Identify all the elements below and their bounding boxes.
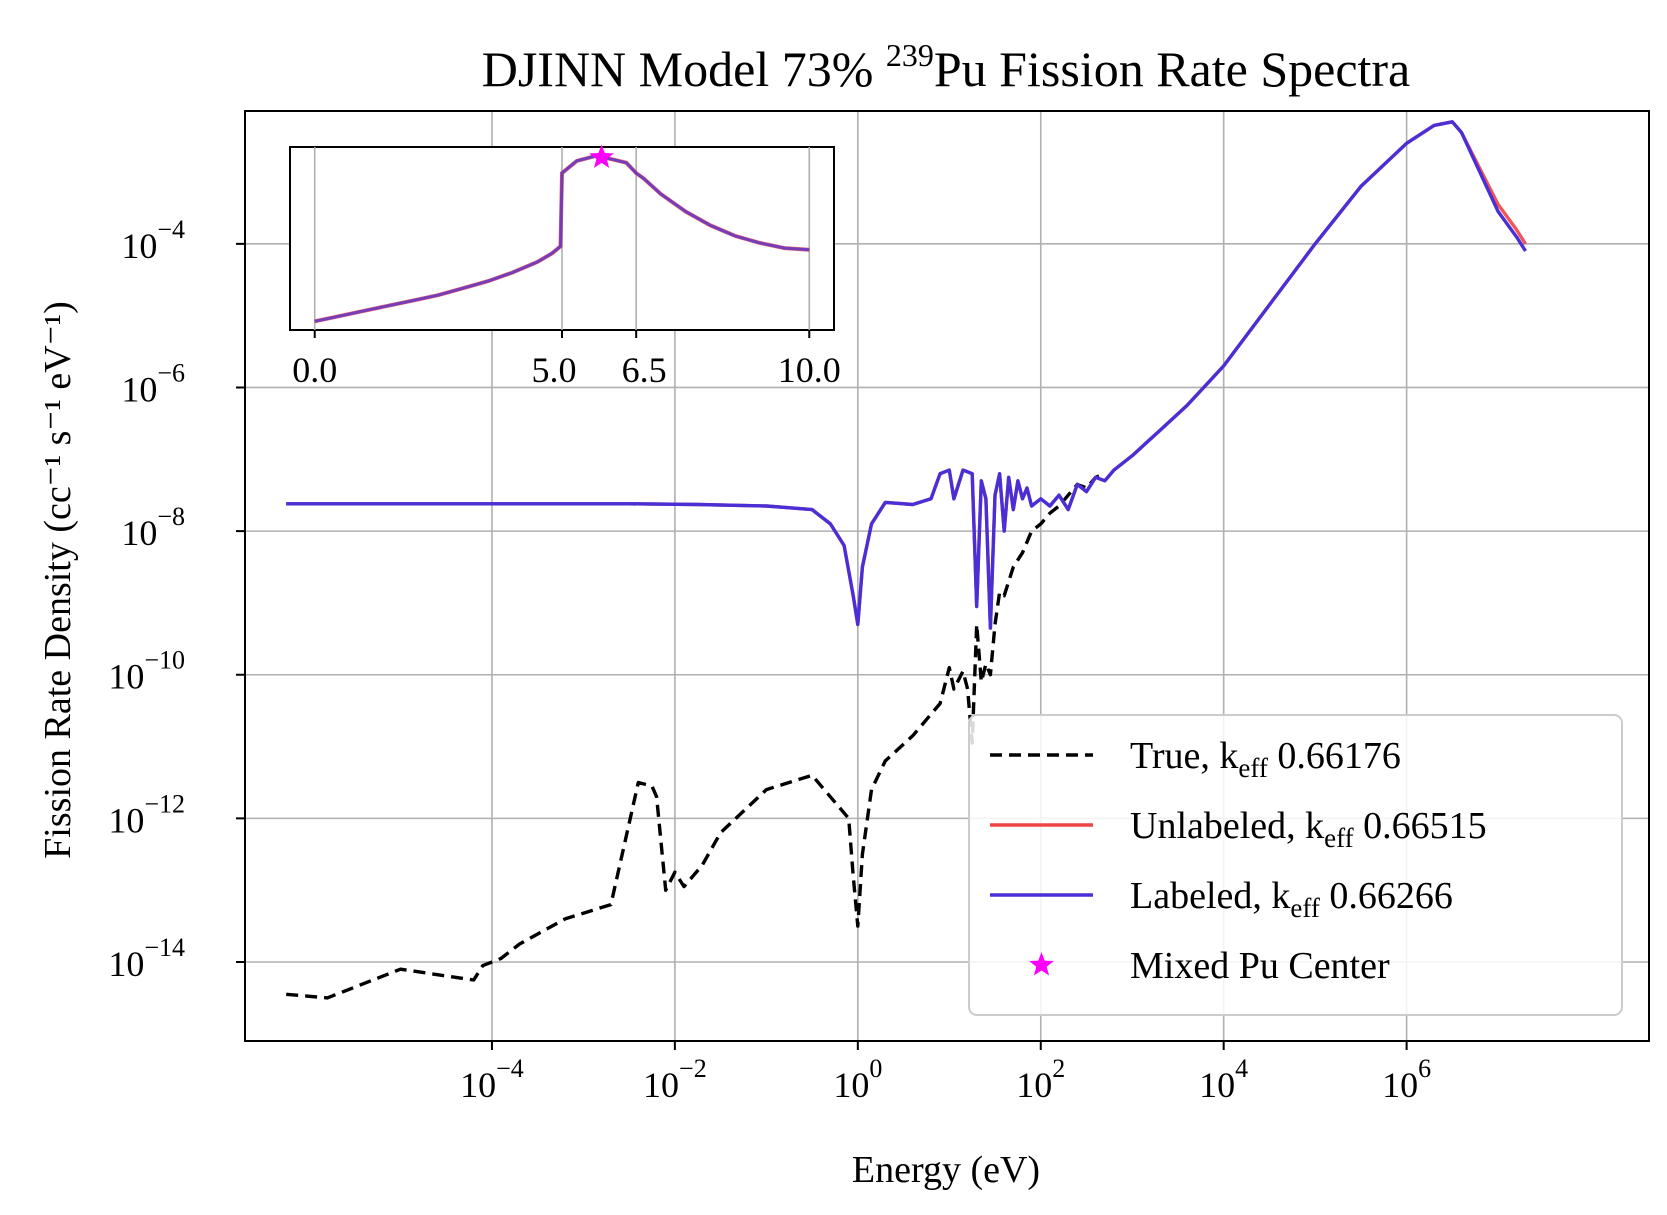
x-tick-label: 10−4 [460, 1054, 524, 1105]
y-tick-label: 10−10 [108, 646, 185, 697]
inset-line-labeled [314, 154, 810, 323]
legend: True, keff 0.66176 Unlabeled, keff 0.6651… [968, 714, 1623, 1016]
x-tick-label: 102 [1016, 1054, 1065, 1105]
legend-entries: True, keff 0.66176 Unlabeled, keff 0.6651… [990, 735, 1487, 987]
legend-label: Labeled, keff 0.66266 [1130, 875, 1453, 923]
plot-frame [244, 110, 1650, 1042]
inset-tick-label: 5.0 [532, 350, 577, 390]
y-tick-label: 10−8 [121, 502, 185, 553]
legend-swatch-star [1029, 952, 1054, 976]
inset-x-ticks: 0.0 5.0 6.5 10.0 [292, 330, 841, 390]
legend-label: Unlabeled, keff 0.66515 [1130, 805, 1487, 853]
x-axis-ticks: 10−4 10−2 100 102 104 106 [460, 1041, 1431, 1105]
inset-tick-label: 0.0 [292, 350, 337, 390]
inset-tick-label: 6.5 [622, 350, 667, 390]
series-line-true [286, 472, 1106, 1000]
x-tick-label: 100 [833, 1054, 882, 1105]
x-tick-label: 106 [1382, 1054, 1431, 1105]
x-tick-label: 104 [1199, 1054, 1248, 1105]
y-axis-ticks: 10−4 10−6 10−8 10−10 10−12 10−14 [108, 215, 245, 984]
legend-box [968, 714, 1623, 1016]
chart-title: DJINN Model 73% 239Pu Fission Rate Spect… [482, 37, 1411, 97]
y-tick-label: 10−4 [121, 215, 185, 266]
x-axis-label: Energy (eV) [852, 1149, 1040, 1191]
mixed-pu-center-marker [589, 144, 614, 168]
y-tick-label: 10−12 [108, 789, 185, 840]
legend-label: Mixed Pu Center [1130, 945, 1390, 987]
series-line-labeled [286, 120, 1527, 630]
y-tick-label: 10−6 [121, 358, 185, 409]
y-tick-label: 10−14 [108, 933, 185, 984]
legend-label: True, keff 0.66176 [1130, 735, 1401, 783]
y-axis-label: Fission Rate Density (cc⁻¹ s⁻¹ eV⁻¹) [37, 301, 79, 859]
inset-series [314, 144, 810, 324]
x-tick-label: 10−2 [643, 1054, 707, 1105]
inset-chart: 0.0 5.0 6.5 10.0 [289, 144, 841, 390]
inset-tick-label: 10.0 [778, 350, 841, 390]
series-layer [286, 120, 1527, 1000]
